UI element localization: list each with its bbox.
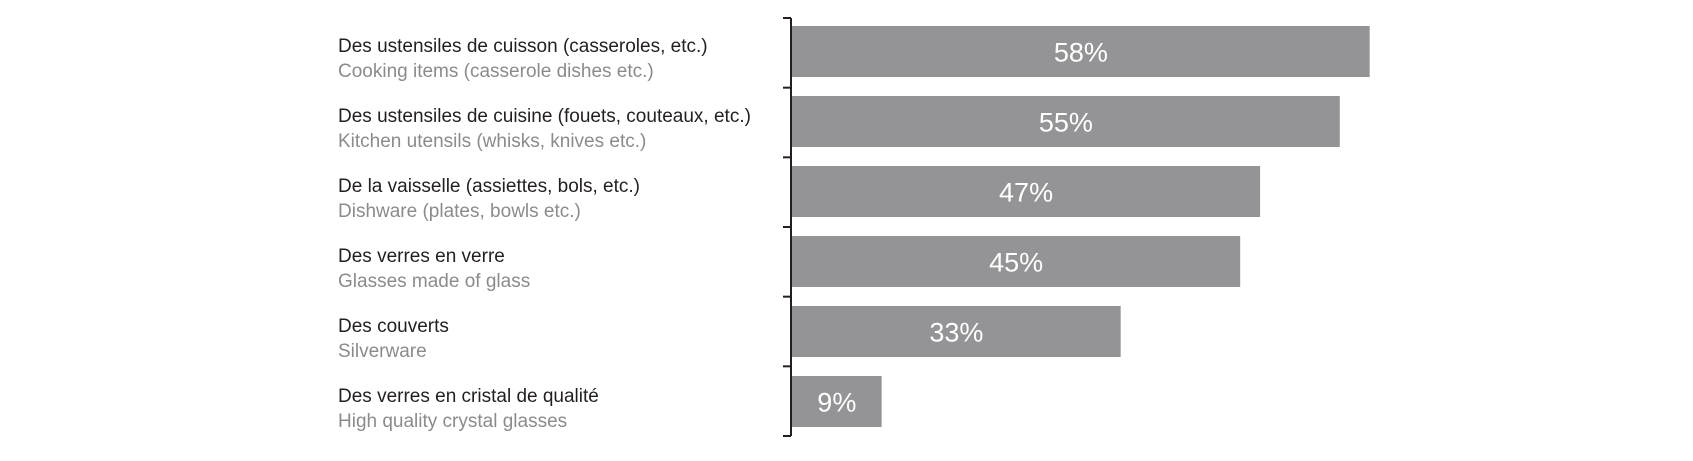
bar xyxy=(792,376,882,427)
category-label-en: Silverware xyxy=(338,341,427,362)
bar xyxy=(792,306,1121,357)
bar xyxy=(792,26,1370,77)
bar xyxy=(792,236,1241,287)
chart-bars: 58% 55% 47% 45% 33% 9% xyxy=(792,26,1370,427)
category-label-en: Cooking items (casserole dishes etc.) xyxy=(338,61,654,82)
category-label-en: Kitchen utensils (whisks, knives etc.) xyxy=(338,131,646,152)
bar-value-label: 55% xyxy=(1039,108,1093,138)
category-label-en: Dishware (plates, bowls etc.) xyxy=(338,201,581,222)
bar-value-label: 47% xyxy=(999,178,1053,208)
category-label-fr: De la vaisselle (assiettes, bols, etc.) xyxy=(338,176,640,197)
chart-category-labels: Des ustensiles de cuisson (casseroles, e… xyxy=(338,36,751,432)
category-label-fr: Des ustensiles de cuisine (fouets, coute… xyxy=(338,106,751,127)
bar-value-label: 58% xyxy=(1054,38,1108,68)
category-label-fr: Des couverts xyxy=(338,316,449,337)
bar-value-label: 45% xyxy=(989,248,1043,278)
category-label-fr: Des verres en cristal de qualité xyxy=(338,386,599,407)
bar xyxy=(792,166,1261,217)
category-label-fr: Des verres en verre xyxy=(338,246,505,267)
bar-value-label: 33% xyxy=(929,318,983,348)
chart-axis xyxy=(783,17,792,437)
bar-value-label: 9% xyxy=(817,388,856,418)
category-label-en: High quality crystal glasses xyxy=(338,411,567,432)
category-label-fr: Des ustensiles de cuisson (casseroles, e… xyxy=(338,36,708,57)
category-label-en: Glasses made of glass xyxy=(338,271,530,292)
bar xyxy=(792,96,1340,147)
